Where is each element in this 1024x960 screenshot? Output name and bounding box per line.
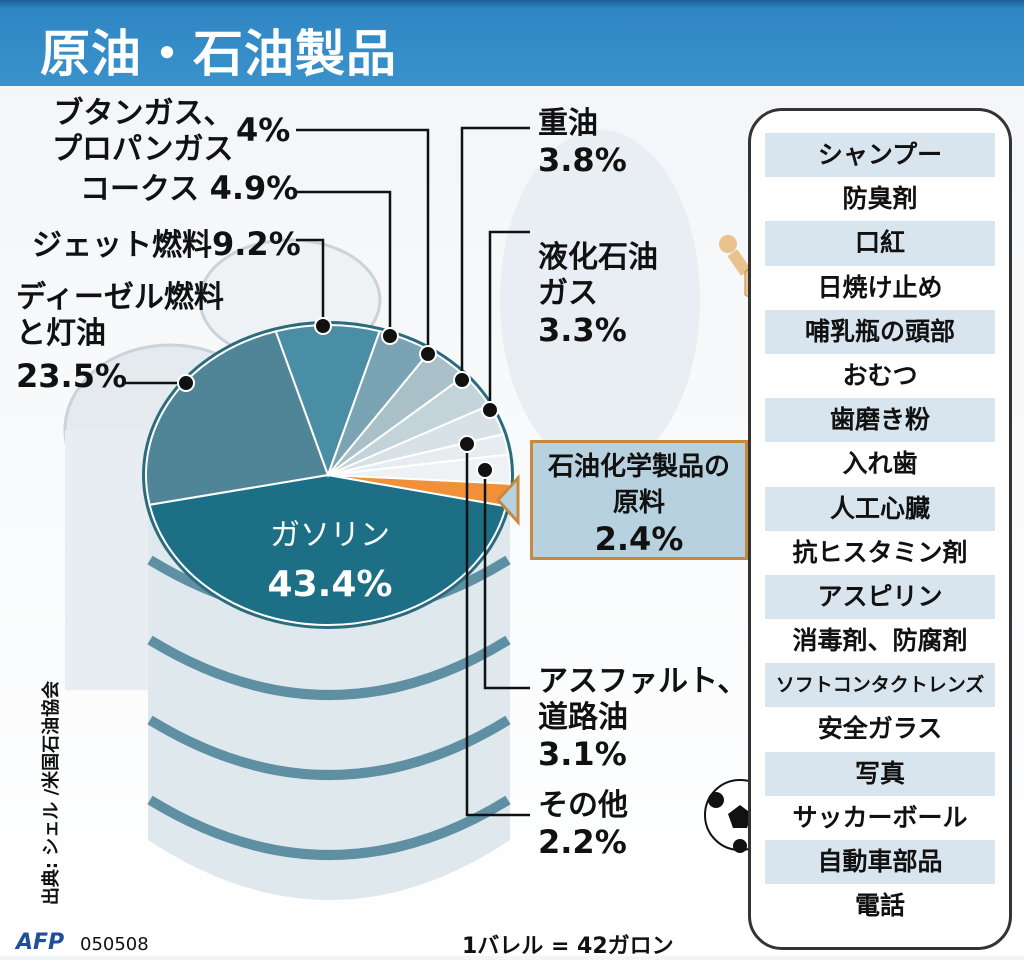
header-bar: 原油・石油製品 xyxy=(0,0,1024,86)
value-butane: 4% xyxy=(236,111,291,149)
leader-line xyxy=(465,444,530,817)
label-jet: ジェット燃料9.2% xyxy=(32,225,301,263)
leader-line xyxy=(488,230,530,410)
pie-slice xyxy=(148,473,508,626)
leader-dot xyxy=(177,374,195,392)
label-butane: ブタンガス、 プロパンガス xyxy=(52,96,234,167)
leader-line xyxy=(296,190,392,336)
leader-line xyxy=(483,470,530,690)
product-item: 写真 xyxy=(765,751,995,796)
label-other: その他 2.2% xyxy=(538,788,628,861)
leader-dot xyxy=(314,317,332,335)
product-item: 日焼け止め xyxy=(817,272,943,302)
product-item: 人工心臓 xyxy=(765,486,995,531)
product-item: 入れ歯 xyxy=(842,449,918,479)
label-petrochemical: 石油化学製品の 原料 2.4% xyxy=(530,440,748,560)
pie-slice xyxy=(145,330,330,506)
product-item: 安全ガラス xyxy=(817,714,943,744)
product-item: 消毒剤、防腐剤 xyxy=(792,626,968,656)
leader-dot xyxy=(453,371,471,389)
products-panel: シャンプー防臭剤口紅日焼け止め哺乳瓶の頭部おむつ歯磨き粉入れ歯人工心臓抗ヒスタミ… xyxy=(748,108,1012,950)
arrow-left xyxy=(495,474,520,526)
afp-logo: AFP xyxy=(16,930,65,955)
leader-dot xyxy=(476,461,494,479)
label-heavy: 重油 3.8% xyxy=(538,106,627,179)
product-item: 自動車部品 xyxy=(765,840,995,885)
leader-dot xyxy=(381,327,399,345)
product-item: 口紅 xyxy=(765,221,995,266)
product-item: 電話 xyxy=(854,891,905,921)
barrel-note: 1バレル = 42ガロン xyxy=(462,934,674,959)
product-item: おむつ xyxy=(842,360,918,390)
product-item: アスピリン xyxy=(765,574,995,620)
page-title: 原油・石油製品 xyxy=(40,25,397,83)
label-coke: コークス 4.9% xyxy=(80,169,299,207)
label-lpg: 液化石油 ガス 3.3% xyxy=(538,240,658,349)
date-code: 050508 xyxy=(80,934,149,955)
leader-dot xyxy=(419,345,437,363)
product-item: 抗ヒスタミン剤 xyxy=(792,537,968,567)
leader-line xyxy=(460,126,530,380)
product-item: シャンプー xyxy=(765,133,995,178)
source-note: 出典: シェル /米国石油協会 xyxy=(41,680,62,906)
product-item: 哺乳瓶の頭部 xyxy=(765,309,995,354)
product-item: ソフトコンタクトレンズ xyxy=(765,663,995,708)
product-item: サッカーボール xyxy=(792,802,968,832)
product-item: 歯磨き粉 xyxy=(765,398,995,443)
label-gasoline: ガソリン 43.4% xyxy=(267,518,393,605)
leader-line xyxy=(296,128,430,354)
leader-line xyxy=(296,238,325,326)
leader-dot xyxy=(481,401,499,419)
label-diesel: ディーゼル燃料 と灯油 23.5% xyxy=(16,280,224,395)
product-item: 防臭剤 xyxy=(842,184,918,214)
leader-dot xyxy=(458,435,476,453)
label-asphalt: アスファルト、 道路油 3.1% xyxy=(538,664,748,773)
